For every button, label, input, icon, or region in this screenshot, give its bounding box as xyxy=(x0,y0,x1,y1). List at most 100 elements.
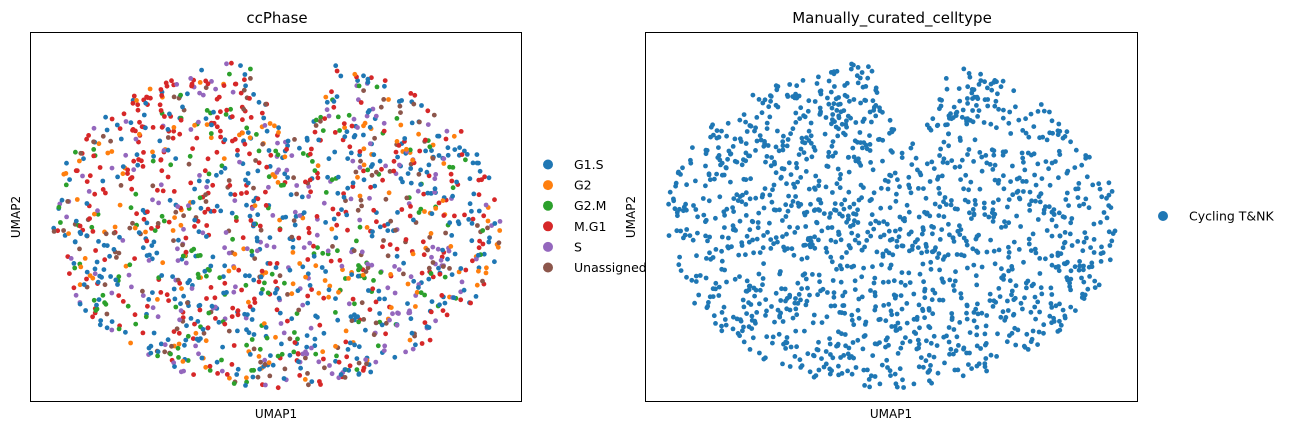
data-point xyxy=(398,110,403,115)
data-point xyxy=(203,364,209,370)
data-point xyxy=(342,375,348,380)
data-point xyxy=(977,186,983,192)
data-point xyxy=(966,187,971,193)
data-point xyxy=(868,373,874,379)
data-point xyxy=(723,165,729,171)
data-point xyxy=(409,120,415,126)
data-point xyxy=(957,164,963,170)
data-point xyxy=(816,74,821,80)
data-point xyxy=(828,303,834,309)
data-point xyxy=(842,197,848,203)
data-point xyxy=(764,120,770,126)
data-point xyxy=(381,348,387,353)
data-point xyxy=(970,119,976,125)
data-point xyxy=(262,362,268,367)
data-point xyxy=(1076,267,1082,273)
data-point xyxy=(343,328,349,334)
data-point xyxy=(801,150,807,156)
data-point xyxy=(364,113,370,119)
data-point xyxy=(1037,199,1043,205)
data-point xyxy=(753,195,759,201)
data-point xyxy=(743,202,749,207)
data-point xyxy=(743,141,749,147)
data-point xyxy=(61,171,67,177)
data-point xyxy=(707,234,712,240)
data-point xyxy=(426,265,432,271)
data-point xyxy=(381,238,386,243)
data-point xyxy=(719,266,725,272)
data-point xyxy=(405,301,410,306)
data-point xyxy=(753,287,759,293)
data-point xyxy=(1031,124,1037,129)
data-point xyxy=(988,237,993,243)
data-point xyxy=(245,180,251,186)
data-point xyxy=(481,213,487,219)
data-point xyxy=(957,223,962,229)
data-point xyxy=(78,231,84,237)
data-point xyxy=(1049,305,1055,310)
data-point xyxy=(365,167,371,173)
data-point xyxy=(887,237,893,243)
data-point xyxy=(356,360,362,366)
data-point xyxy=(100,187,106,192)
data-point xyxy=(1083,196,1089,202)
data-point xyxy=(475,223,480,228)
data-point xyxy=(201,330,207,336)
data-point xyxy=(977,150,983,155)
data-point xyxy=(697,273,703,278)
data-point xyxy=(951,239,957,244)
data-point xyxy=(196,275,202,280)
data-point xyxy=(783,202,789,208)
data-point xyxy=(447,266,452,271)
data-point xyxy=(428,309,434,315)
data-point xyxy=(710,294,716,299)
data-point xyxy=(976,232,981,238)
data-point xyxy=(370,229,375,235)
data-point xyxy=(1029,283,1035,289)
data-point xyxy=(311,243,316,249)
data-point xyxy=(798,146,804,152)
data-point xyxy=(784,306,790,312)
data-point xyxy=(1091,250,1097,255)
data-point xyxy=(361,365,367,371)
data-point xyxy=(411,278,417,284)
data-point xyxy=(120,238,126,243)
data-point xyxy=(1008,131,1014,136)
data-point xyxy=(1073,308,1078,313)
data-point xyxy=(731,314,736,320)
data-point xyxy=(862,322,868,327)
legend-label: Cycling T&NK xyxy=(1189,209,1275,224)
data-point xyxy=(1041,322,1047,328)
data-point xyxy=(181,293,187,299)
data-point xyxy=(703,183,708,189)
data-point xyxy=(770,334,776,340)
data-point xyxy=(492,221,498,226)
data-point xyxy=(804,255,810,261)
data-point xyxy=(357,224,363,230)
data-point xyxy=(251,346,257,352)
data-point xyxy=(450,193,455,199)
data-point xyxy=(385,253,391,259)
data-point xyxy=(354,356,360,361)
data-point xyxy=(1047,182,1053,188)
data-point xyxy=(903,335,908,340)
data-point xyxy=(92,271,98,277)
data-point xyxy=(474,282,480,288)
data-point xyxy=(205,156,211,162)
data-point xyxy=(979,264,985,270)
data-point xyxy=(794,95,800,101)
data-point xyxy=(285,143,290,149)
data-point xyxy=(719,258,725,264)
data-point xyxy=(297,145,302,151)
data-point xyxy=(842,332,848,337)
data-point xyxy=(117,234,122,240)
data-point xyxy=(814,347,820,352)
data-point xyxy=(851,154,857,160)
data-point xyxy=(937,191,942,196)
data-point xyxy=(1081,263,1086,269)
data-point xyxy=(846,169,852,175)
data-point xyxy=(1104,215,1110,221)
data-point xyxy=(247,352,253,357)
data-point xyxy=(392,354,398,360)
data-point xyxy=(426,173,432,179)
